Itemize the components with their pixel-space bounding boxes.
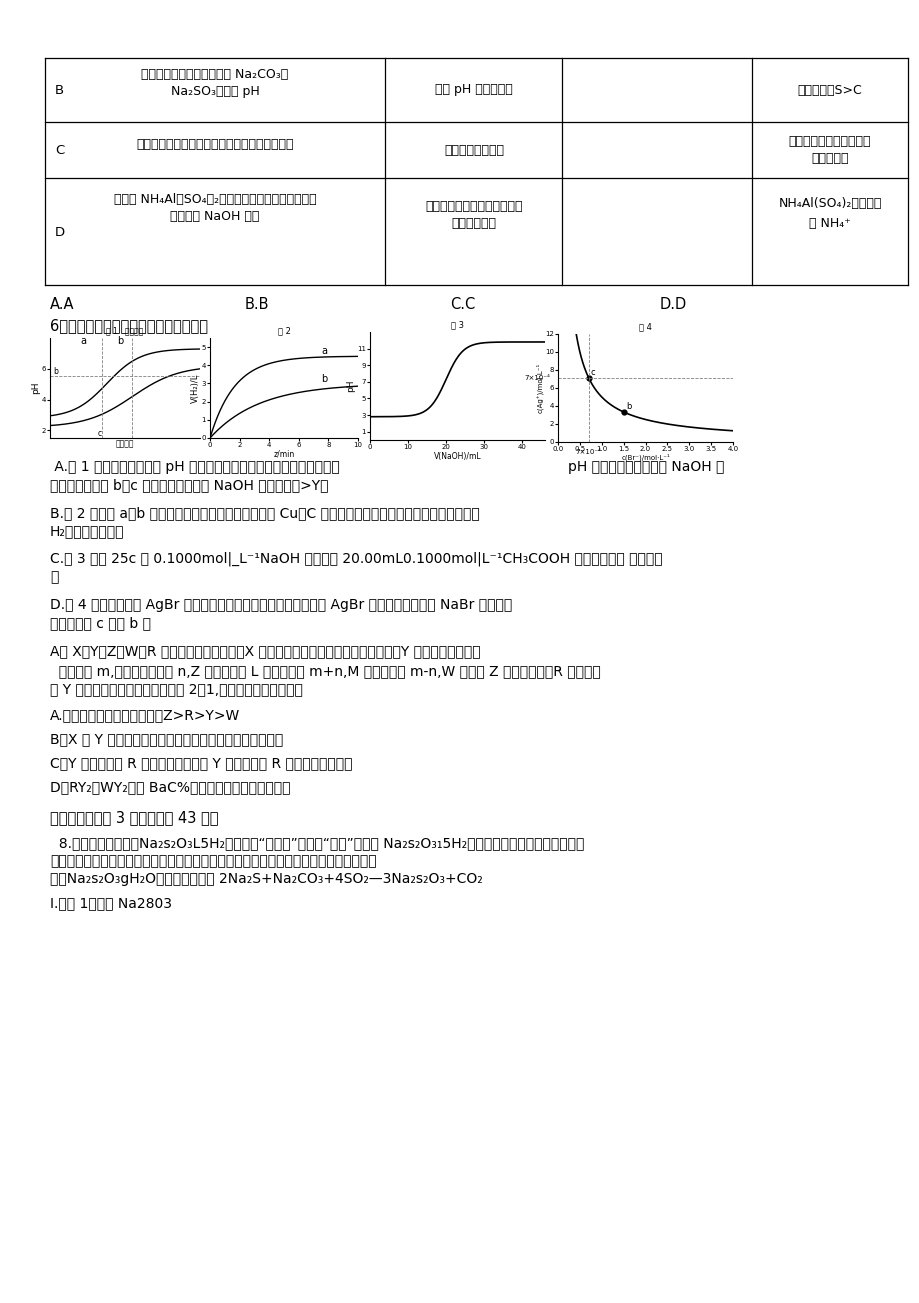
Text: 不溢于乙醇。它受热、遇酸易分解，在空气中易被氧化。某兴趣小组拟制各硫代硫酸钙晶: 不溢于乙醇。它受热、遇酸易分解，在空气中易被氧化。某兴趣小组拟制各硫代硫酸钙晶 [50,853,376,868]
Text: D: D [55,225,65,238]
Text: 取适量 NH₄Al（SO₄）₂样品置于试管中加水溢解，滴: 取适量 NH₄Al（SO₄）₂样品置于试管中加水溢解，滴 [114,193,316,206]
Text: a: a [80,336,85,347]
Text: A． X、Y、Z、W、R 属于短周期主族元素。X 的原子半径在短周期主族元素中最大，Y 元素的原子最外层: A． X、Y、Z、W、R 属于短周期主族元素。X 的原子半径在短周期主族元素中最… [50,644,480,658]
Text: C.C: C.C [449,297,475,311]
Text: 醇蒸汽还原: 醇蒸汽还原 [811,152,848,165]
Text: I.（图 1）制备 Na2803: I.（图 1）制备 Na2803 [50,896,172,909]
Text: B.图 2 中曲线 a、b 分别表示过量纯锦、过量粗锦（含 Cu、C 杂质）与同浓度等体积盐酸反应过程中产生: B.图 2 中曲线 a、b 分别表示过量纯锦、过量粗锦（含 Cu、C 杂质）与同… [50,506,479,520]
Text: B．X 与 Y 形成化合物中一定含有离子键，可能含有共价键: B．X 与 Y 形成化合物中一定含有离子键，可能含有共价键 [50,732,283,747]
X-axis label: c(Br⁻)/mol·L⁻¹: c(Br⁻)/mol·L⁻¹ [620,453,669,461]
Text: D．RY₂、WY₂通入 BaC%溶液中均有白色沉淠生成。: D．RY₂、WY₂通入 BaC%溶液中均有白色沉淠生成。 [50,780,290,794]
Text: 7×10⁻⁴: 7×10⁻⁴ [575,450,601,455]
Text: A.原子半径由大判小的顺序：Z>R>Y>W: A.原子半径由大判小的顺序：Z>R>Y>W [50,708,240,722]
Text: A.图 1 某温度下，体积和 pH 都相同的盐酸和氯化钒溶液加水稀释时的: A.图 1 某温度下，体积和 pH 都相同的盐酸和氯化钒溶液加水稀释时的 [50,460,339,474]
Text: 6．下列图示与对应的叙述相符的是（）: 6．下列图示与对应的叙述相符的是（） [50,318,208,334]
Text: 体（Na₂s₂O₃gH₂O）。反应原理为 2Na₂S+Na₂CO₃+4SO₂—3Na₂s₂O₃+CO₂: 体（Na₂s₂O₃gH₂O）。反应原理为 2Na₂S+Na₂CO₃+4SO₂—3… [50,872,482,886]
Text: C: C [55,143,64,156]
Text: 加少量稀 NaOH 溶液: 加少量稀 NaOH 溶液 [170,210,259,223]
Text: b: b [625,403,630,412]
Title: 图 4: 图 4 [639,323,652,332]
Text: H₂体积的变化趋势: H₂体积的变化趋势 [50,524,124,538]
Text: 以使溶液由 c 点到 b 点: 以使溶液由 c 点到 b 点 [50,616,151,629]
Title: 图 2: 图 2 [278,327,290,336]
Title: 图 1   溶液体积: 图 1 溶液体积 [107,327,143,336]
Text: c: c [98,429,102,438]
Text: b: b [118,336,124,347]
Text: 前者 pH 比后者的大: 前者 pH 比后者的大 [435,83,512,96]
Y-axis label: pH: pH [346,379,355,392]
Text: 口，试纸变蓝: 口，试纸变蓝 [451,218,496,231]
Y-axis label: V(H₂)/L: V(H₂)/L [191,374,199,403]
Text: Na₂SO₃溶液的 pH: Na₂SO₃溶液的 pH [170,85,259,98]
Text: a: a [321,347,326,356]
Text: D.D: D.D [659,297,686,311]
Text: D.图 4 表示某温度下 AgBr 在水中的沉淠溶解平衡曲线的图象，向 AgBr 的饱和溶液中加入 NaBr 固体，可: D.图 4 表示某温度下 AgBr 在水中的沉淠溶解平衡曲线的图象，向 AgBr… [50,598,512,612]
Text: 液分别和等体积 b、c 处溶液反应，消耗 NaOH 溶液体积义>Y。: 液分别和等体积 b、c 处溶液反应，消耗 NaOH 溶液体积义>Y。 [50,478,328,493]
Text: 在 NH₄⁺: 在 NH₄⁺ [808,218,850,231]
Text: C．Y 的氢化物比 R 的氢化物稳定，但 Y 的氢化物比 R 的氢化物熶沸点低: C．Y 的氢化物比 R 的氢化物稳定，但 Y 的氢化物比 R 的氢化物熶沸点低 [50,756,352,770]
Text: 将表面氧化的铜丝从酒精灯的外焊慢慢移向内焊: 将表面氧化的铜丝从酒精灯的外焊慢慢移向内焊 [136,138,293,151]
Text: B.B: B.B [244,297,269,311]
Text: 电子数为 m,次外层电子数为 n,Z 元素的原子 L 层电子数为 m+n,M 层电子数为 m-n,W 元素与 Z 元素同主族，R 元素原子: 电子数为 m,次外层电子数为 n,Z 元素的原子 L 层电子数为 m+n,M 层… [50,665,600,678]
Text: C.图 3 表示 25c 用 0.1000mol|_L⁻¹NaOH 溶液滴定 20.00mL0.1000mol|L⁻¹CH₃COOH 溶液得至Ｉ） 的滴定曲: C.图 3 表示 25c 用 0.1000mol|_L⁻¹NaOH 溶液滴定 2… [50,552,662,567]
X-axis label: 溶液体积: 溶液体积 [116,439,134,448]
Text: 7×10⁻⁴: 7×10⁻⁴ [524,375,550,380]
Text: 8.硫代硫酸钙晶体（Na₂s₂O₃L5H₂。）俗名“大苏打”，又称“海波”。已知 Na₂s₂O₃₁5H₂。是无色透明晶体，易溢于水，: 8.硫代硫酸钙晶体（Na₂s₂O₃L5H₂。）俗名“大苏打”，又称“海波”。已知… [50,837,584,850]
Text: 湿润的红色石蕊试纸靠近试管: 湿润的红色石蕊试纸靠近试管 [425,199,522,212]
X-axis label: V(NaOH)/mL: V(NaOH)/mL [433,452,481,460]
Text: b: b [53,367,58,377]
Text: pH 变化曲线，用等浓度 NaOH 溶: pH 变化曲线，用等浓度 NaOH 溶 [567,460,723,474]
Y-axis label: pH: pH [31,382,40,395]
Y-axis label: c(Ag⁺)/mol·L⁻¹: c(Ag⁺)/mol·L⁻¹ [536,362,543,413]
Text: 非金属性：S>C: 非金属性：S>C [797,83,861,96]
Text: A.A: A.A [50,297,74,311]
Text: NH₄Al(SO₄)₂溶液中存: NH₄Al(SO₄)₂溶液中存 [777,197,880,210]
Text: 线: 线 [50,569,58,584]
Text: c: c [590,367,595,377]
Text: b: b [321,374,327,383]
Text: 二、解答题（共 3 小题，满分 43 分）: 二、解答题（共 3 小题，满分 43 分） [50,810,219,825]
Text: 相同条件下，测定等浓度的 Na₂CO₃和: 相同条件下，测定等浓度的 Na₂CO₃和 [142,68,289,81]
Text: 与 Y 元素原子的核外电子数之比为 2：1,下列叙述正确的是（）: 与 Y 元素原子的核外电子数之比为 2：1,下列叙述正确的是（） [50,681,302,696]
Text: 黑色的铜丝变红色: 黑色的铜丝变红色 [444,143,504,156]
Text: 氧化铜被酒精灯内焊的乙: 氧化铜被酒精灯内焊的乙 [788,136,870,149]
Title: 图 3: 图 3 [450,321,463,330]
X-axis label: z/min: z/min [273,450,294,459]
Text: B: B [55,83,64,96]
